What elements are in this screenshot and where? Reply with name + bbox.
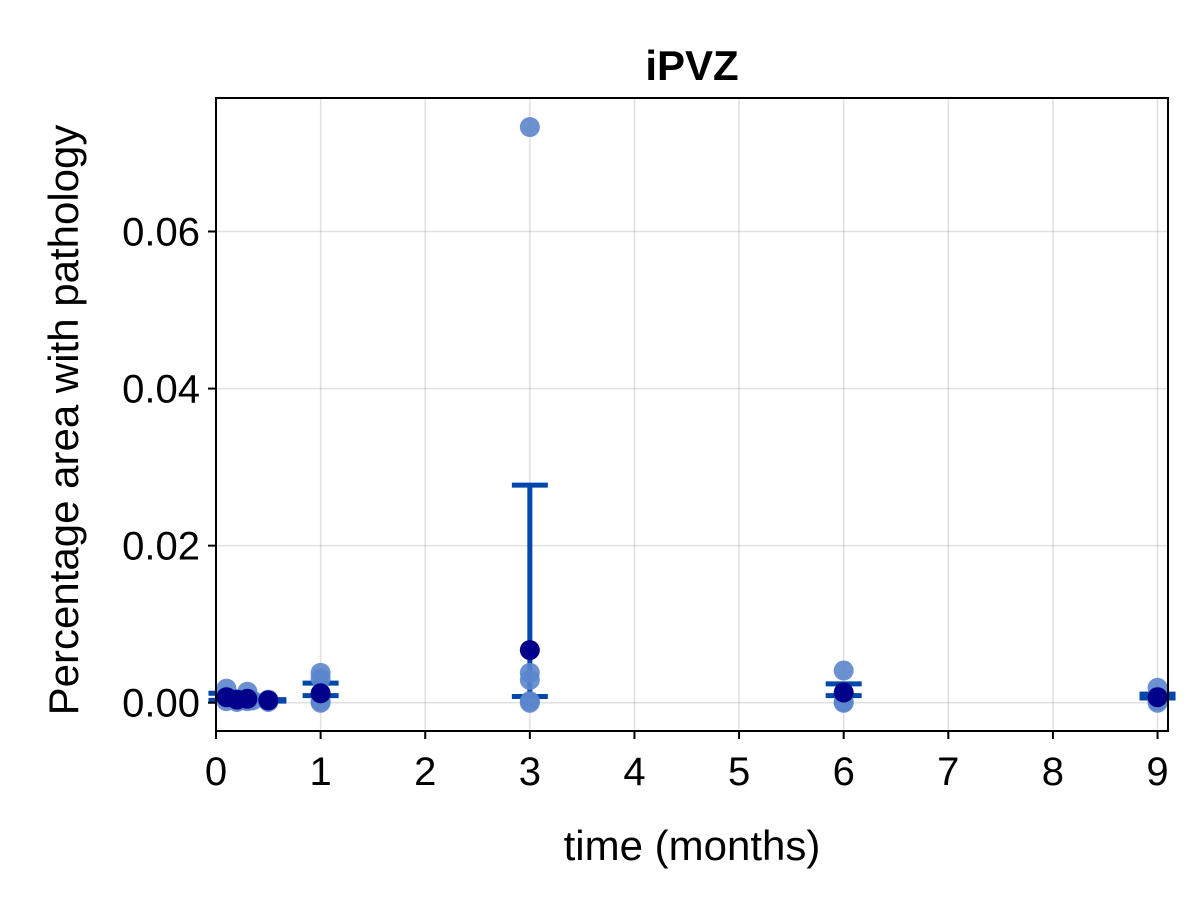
y-tick-label-3: 0.06 [122,211,200,255]
mean-point-7 [1147,687,1168,708]
y-axis-ticks: 0.00 0.02 0.04 0.06 [122,211,216,726]
x-axis-ticks: 0 1 2 3 4 5 6 7 8 9 [205,731,1169,794]
mean-point-2 [237,688,258,709]
y-tick-label-1: 0.02 [122,525,200,569]
chart-title: iPVZ [645,42,738,89]
data-point-13 [310,668,331,689]
x-tick-label-3: 3 [519,750,541,794]
y-tick-label-2: 0.04 [122,368,200,412]
x-axis-label: time (months) [564,822,821,869]
x-tick-label-4: 4 [623,750,645,794]
mean-point-4 [310,683,331,704]
x-tick-label-1: 1 [309,750,331,794]
mean-point-6 [833,682,854,703]
data-point-20 [519,692,540,713]
x-tick-label-8: 8 [1042,750,1064,794]
x-tick-label-6: 6 [833,750,855,794]
data-point-21 [833,660,854,681]
plot-frame [215,97,1169,732]
y-tick-label-0: 0.00 [122,682,200,726]
mean-points [216,640,1168,711]
x-tick-label-0: 0 [205,750,227,794]
x-tick-label-7: 7 [937,750,959,794]
data-point-18 [519,669,540,690]
mean-point-3 [258,690,279,711]
x-tick-label-2: 2 [414,750,436,794]
grid [215,98,1168,731]
y-axis-label: Percentage area with pathology [40,125,87,716]
x-tick-label-5: 5 [728,750,750,794]
mean-point-5 [519,640,540,661]
data-point-16 [519,117,540,138]
x-tick-label-9: 9 [1146,750,1168,794]
